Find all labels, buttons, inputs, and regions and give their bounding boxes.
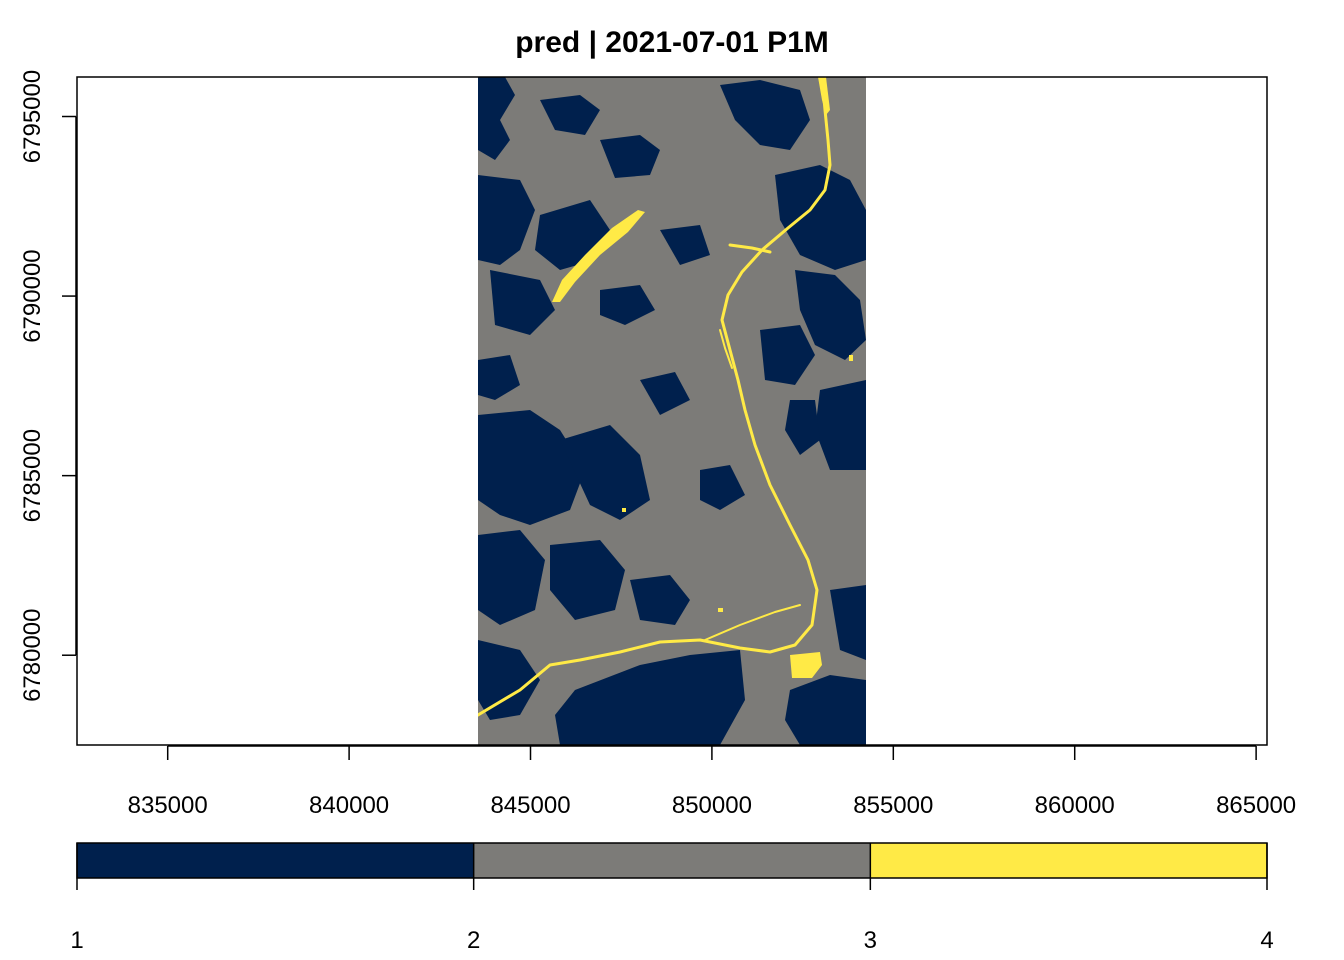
river	[478, 77, 832, 717]
raster-layer	[478, 77, 866, 745]
x-tick-label: 850000	[672, 792, 752, 819]
x-axis: 835000 840000 845000 850000 855000 860000 8650…	[128, 745, 1296, 819]
legend-break-label: 2	[467, 927, 480, 954]
y-tick-label: 6785000	[19, 429, 46, 522]
x-tick-label: 860000	[1035, 792, 1115, 819]
x-tick-label: 840000	[309, 792, 389, 819]
y-tick-label: 6780000	[19, 608, 46, 701]
river-upper	[818, 77, 830, 115]
x-tick-label: 855000	[853, 792, 933, 819]
legend-break-label: 4	[1260, 927, 1273, 954]
legend-break-label: 1	[70, 927, 83, 954]
y-tick-label: 6790000	[19, 249, 46, 342]
x-tick-label: 845000	[490, 792, 570, 819]
plot-frame	[76, 76, 1268, 746]
color-legend: 1 2 3 4	[70, 842, 1274, 954]
x-tick-label: 865000	[1216, 792, 1296, 819]
y-axis: 6780000 6785000 6790000 6795000	[19, 70, 77, 702]
map-title: pred | 2021-07-01 P1M	[515, 26, 829, 59]
legend-swatch-3	[870, 843, 1267, 878]
y-tick-label: 6795000	[19, 70, 46, 163]
legend-swatch-1	[77, 843, 474, 878]
legend-swatch-2	[473, 843, 871, 878]
x-tick-label: 835000	[128, 792, 208, 819]
raster-class-3-areas	[552, 210, 853, 678]
legend-break-label: 3	[864, 927, 877, 954]
